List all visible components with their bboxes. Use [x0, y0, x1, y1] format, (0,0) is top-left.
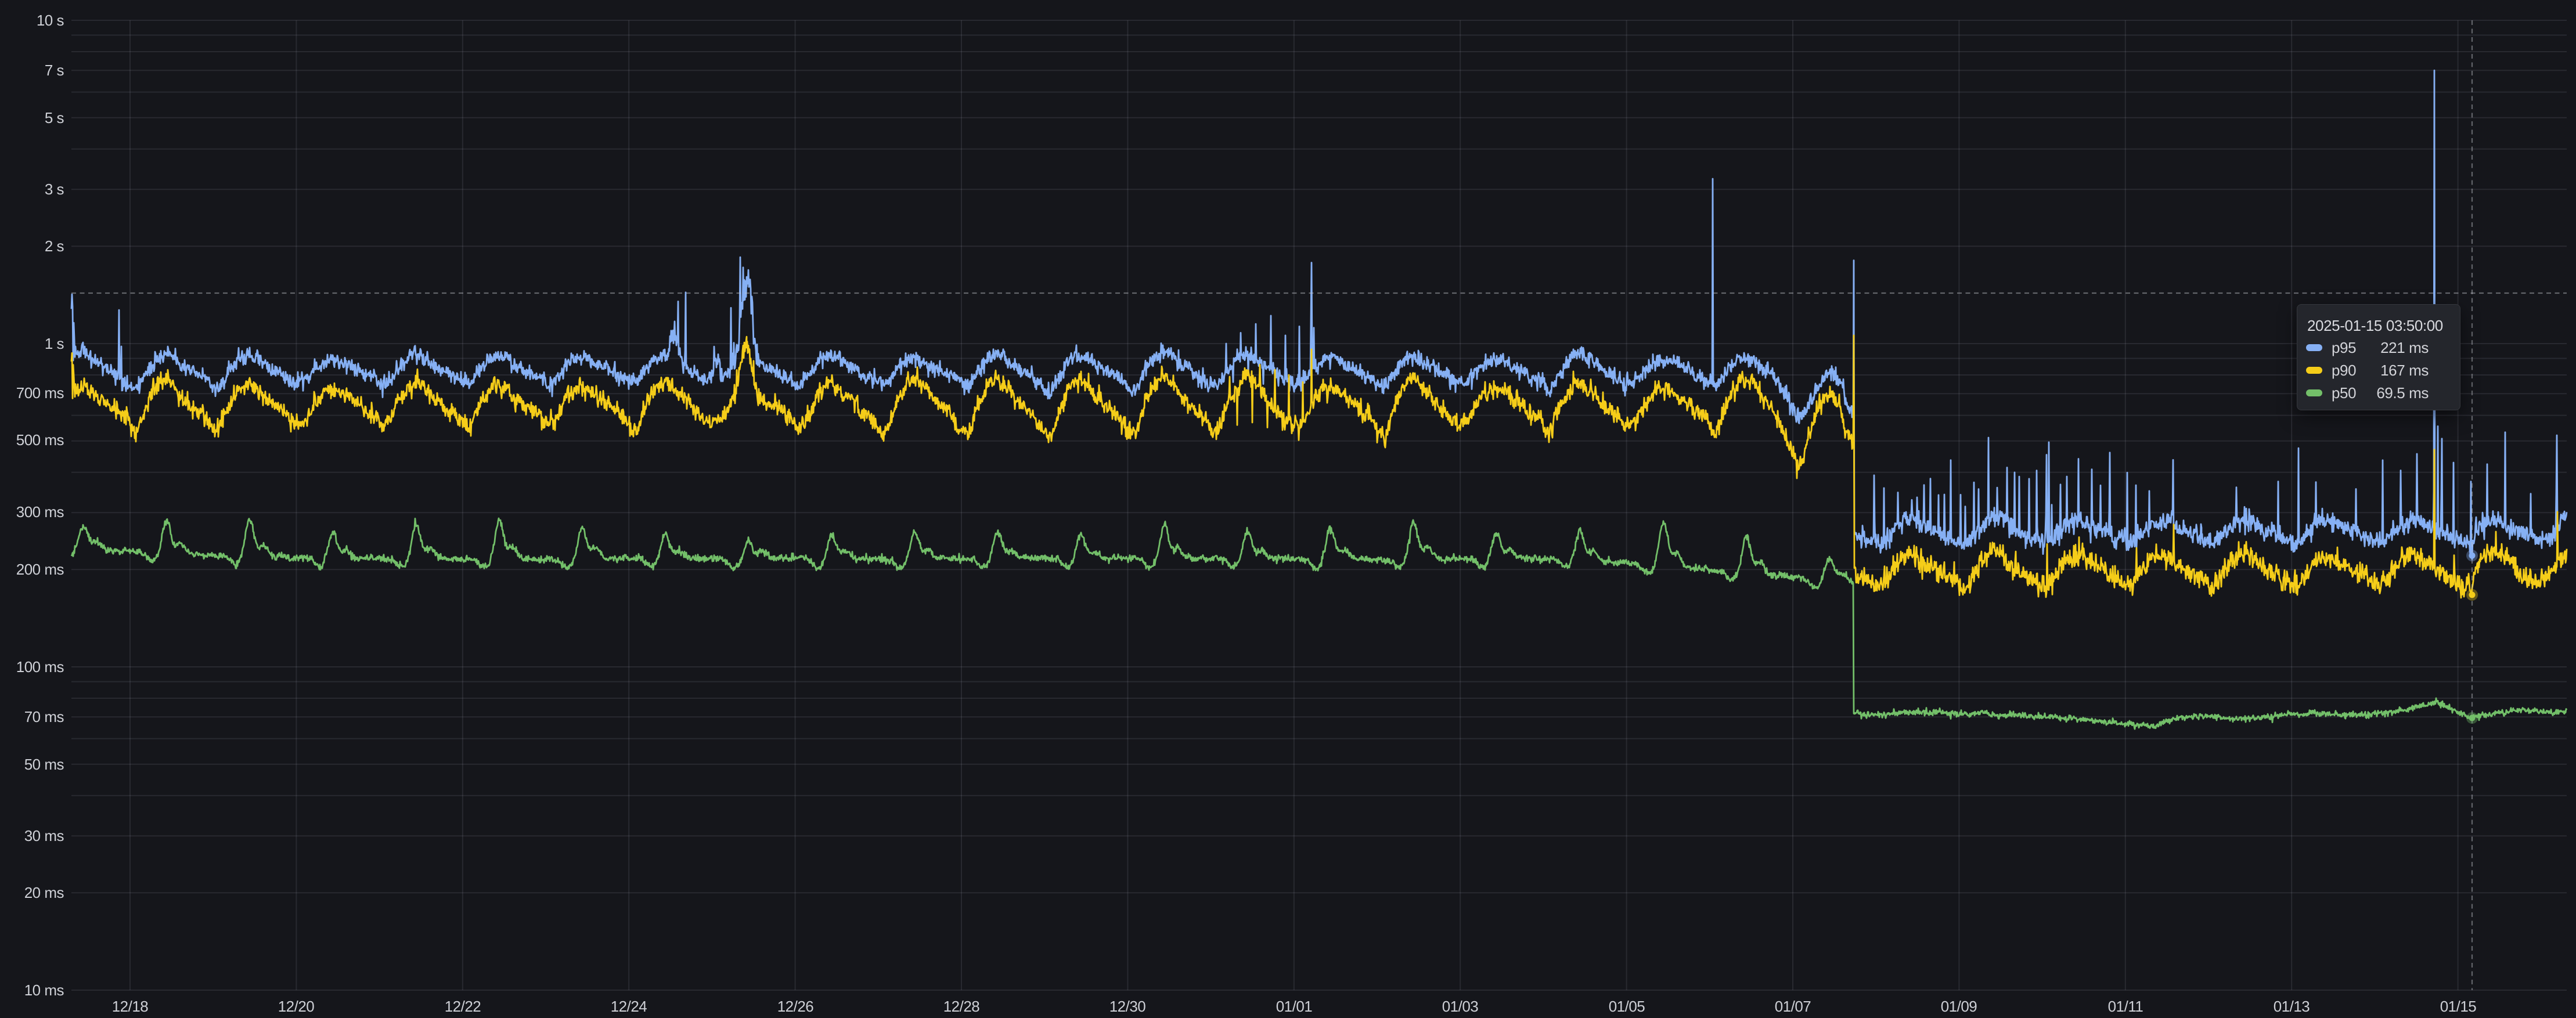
svg-text:01/15: 01/15	[2440, 998, 2477, 1015]
svg-text:12/22: 12/22	[445, 998, 481, 1015]
svg-text:300 ms: 300 ms	[16, 503, 64, 521]
svg-text:20 ms: 20 ms	[24, 884, 64, 901]
svg-text:01/05: 01/05	[1609, 998, 1645, 1015]
svg-text:12/28: 12/28	[943, 998, 980, 1015]
svg-text:500 ms: 500 ms	[16, 431, 64, 449]
svg-text:3 s: 3 s	[45, 181, 64, 198]
svg-text:01/11: 01/11	[2108, 998, 2143, 1015]
svg-text:01/03: 01/03	[1442, 998, 1479, 1015]
svg-text:10 s: 10 s	[37, 12, 64, 29]
svg-text:10 ms: 10 ms	[24, 981, 64, 999]
svg-text:70 ms: 70 ms	[24, 708, 64, 725]
svg-text:1 s: 1 s	[45, 335, 64, 352]
svg-text:01/09: 01/09	[1941, 998, 1977, 1015]
svg-text:30 ms: 30 ms	[24, 827, 64, 844]
svg-text:01/13: 01/13	[2274, 998, 2310, 1015]
svg-text:01/07: 01/07	[1775, 998, 1811, 1015]
svg-text:2 s: 2 s	[45, 237, 64, 255]
svg-text:5 s: 5 s	[45, 109, 64, 127]
svg-text:01/01: 01/01	[1276, 998, 1313, 1015]
svg-text:12/18: 12/18	[112, 998, 149, 1015]
svg-text:100 ms: 100 ms	[16, 658, 64, 676]
svg-text:12/26: 12/26	[777, 998, 814, 1015]
svg-text:12/20: 12/20	[278, 998, 315, 1015]
svg-text:50 ms: 50 ms	[24, 756, 64, 773]
svg-text:7 s: 7 s	[45, 62, 64, 79]
svg-text:200 ms: 200 ms	[16, 561, 64, 578]
svg-text:12/30: 12/30	[1109, 998, 1146, 1015]
svg-text:12/24: 12/24	[611, 998, 647, 1015]
svg-text:700 ms: 700 ms	[16, 384, 64, 402]
